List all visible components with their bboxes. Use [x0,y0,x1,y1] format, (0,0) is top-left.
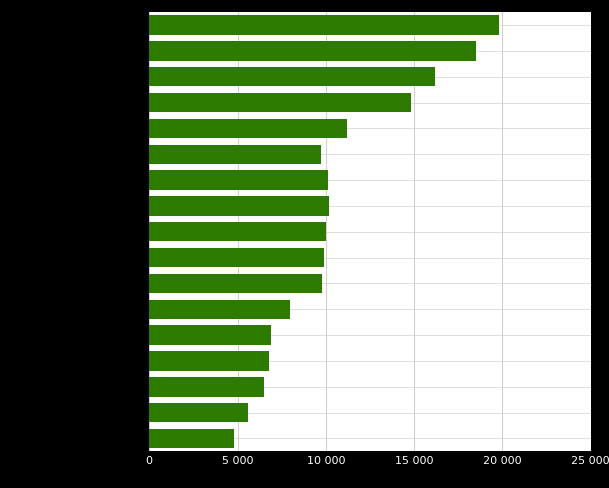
Bar [149,93,410,112]
Bar [149,119,347,138]
Bar [149,325,271,345]
Bar [149,196,329,216]
Bar [149,300,290,319]
Bar [149,248,324,267]
Bar [149,144,320,164]
Bar [149,16,499,35]
Bar [149,377,264,396]
Bar [149,351,269,371]
Bar [149,429,234,448]
Bar [149,170,328,190]
Bar [149,403,248,422]
Bar [149,274,322,293]
Bar [149,67,435,86]
Bar [149,41,476,61]
Bar [149,222,326,242]
